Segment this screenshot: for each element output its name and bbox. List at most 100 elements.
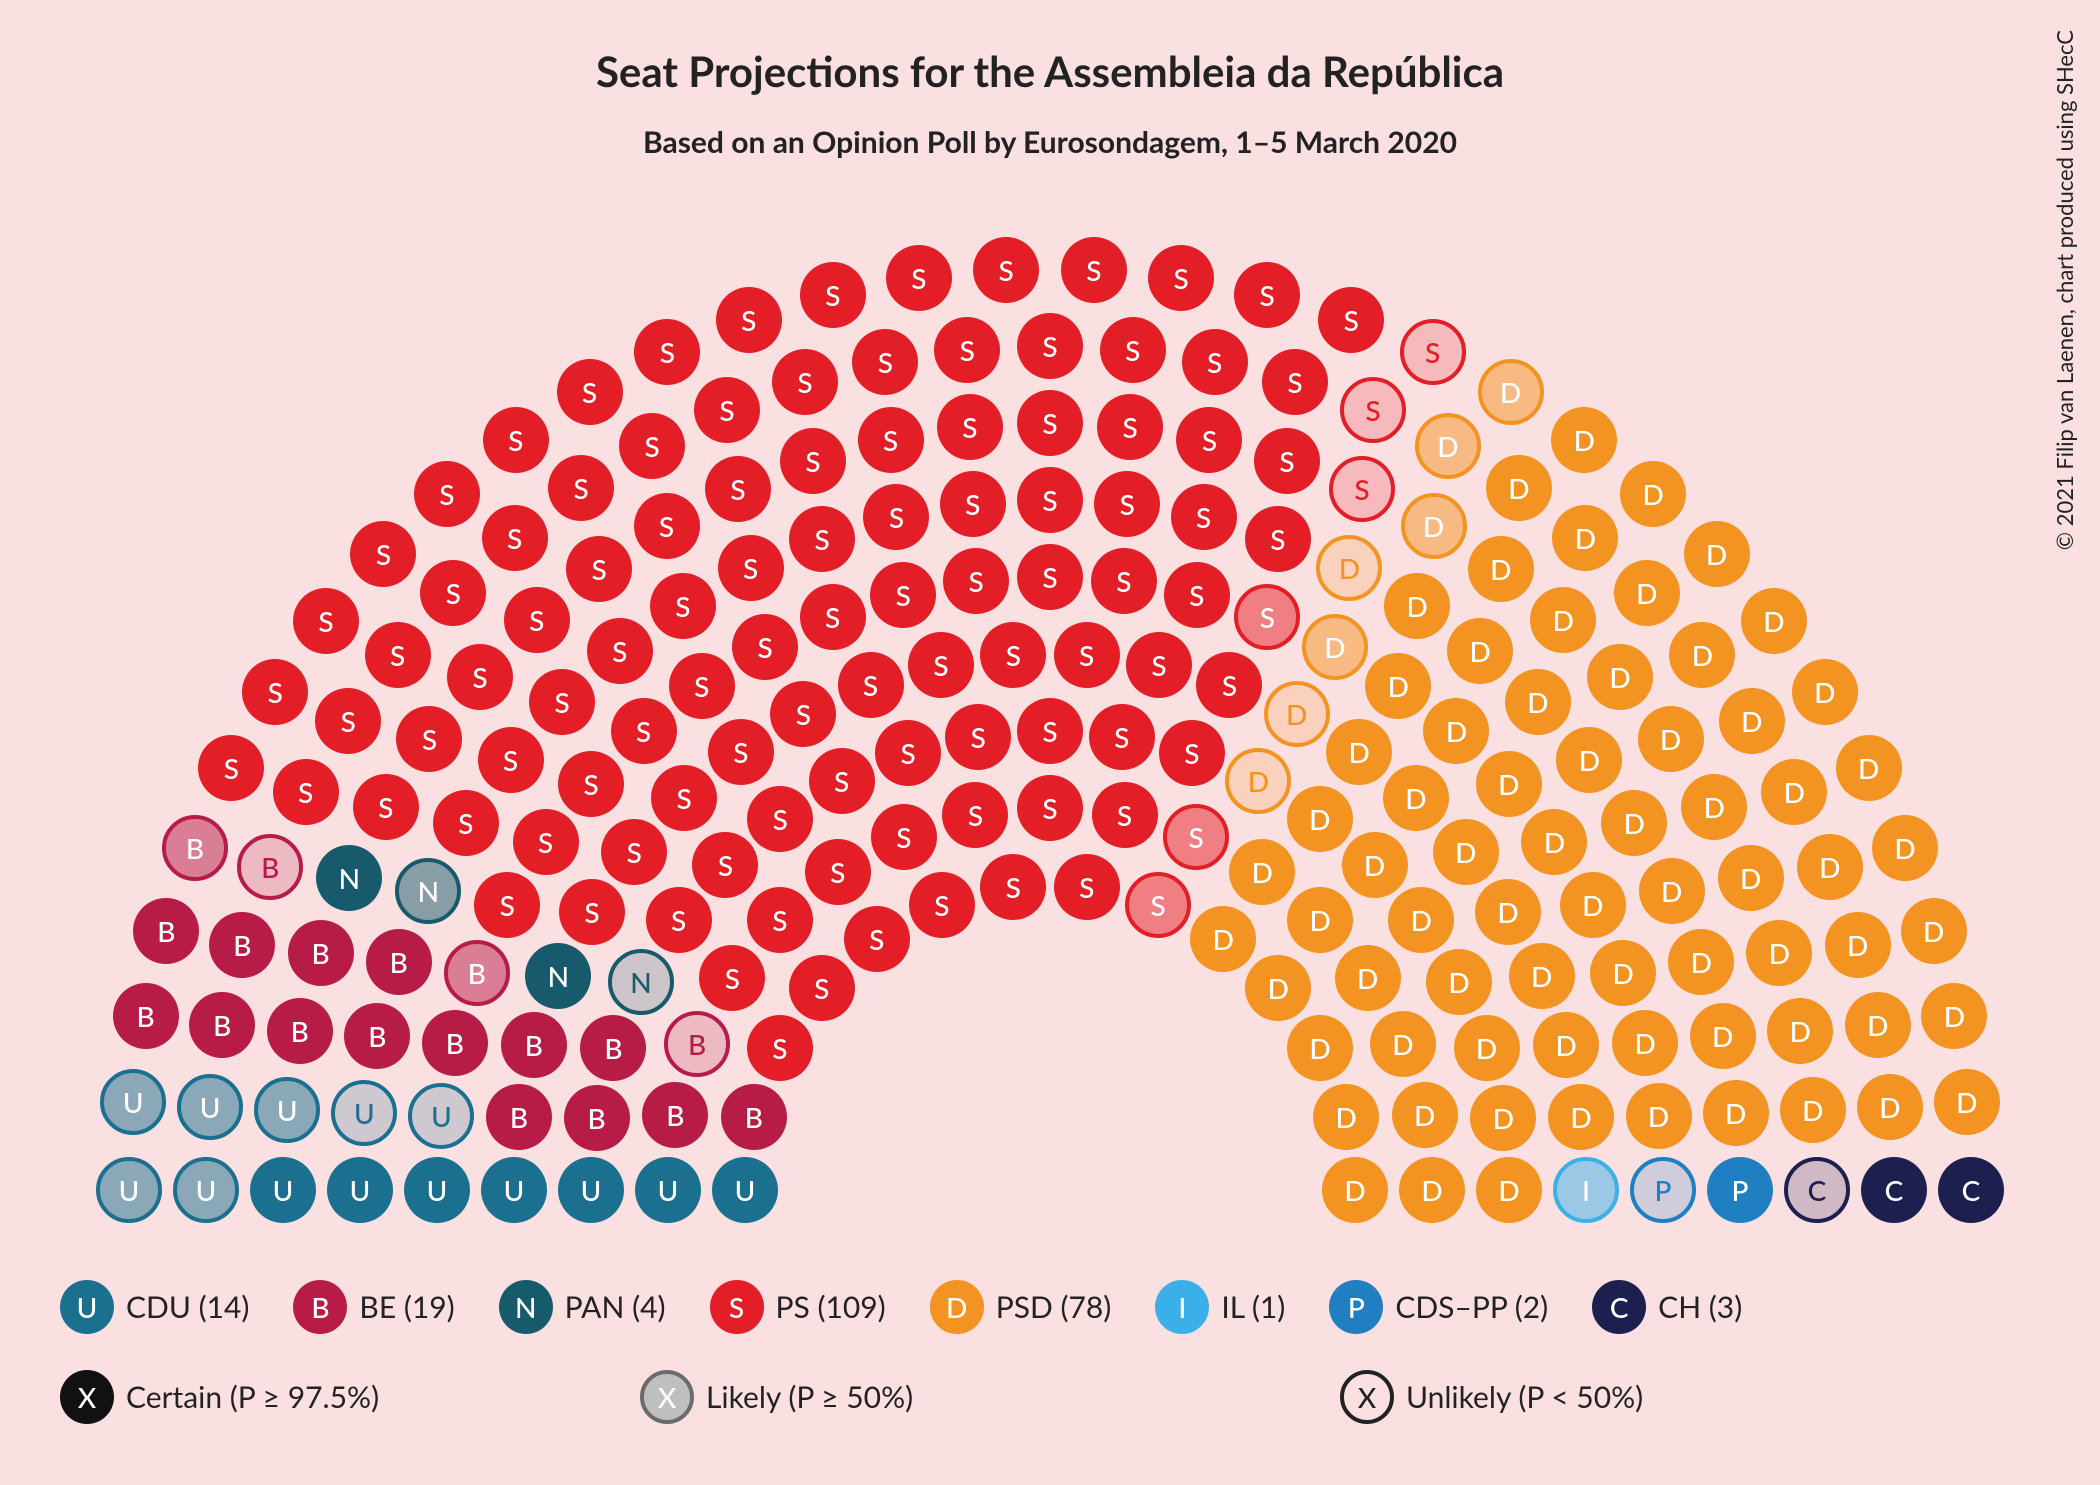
seat-pan: N (608, 949, 674, 1015)
seat-psd: D (1703, 1080, 1769, 1146)
seat-ps: S (646, 887, 712, 953)
seat-psd: D (1845, 992, 1911, 1058)
seat-ps: S (651, 765, 717, 831)
seat-psd: D (1857, 1074, 1923, 1140)
seat-ps: S (770, 681, 836, 747)
seat-psd: D (1836, 735, 1902, 801)
seat-be: B (564, 1085, 630, 1151)
seat-ps: S (1176, 407, 1242, 473)
seat-ps: S (548, 455, 614, 521)
seat-be: B (366, 929, 432, 995)
seat-psd: D (1746, 920, 1812, 986)
legend-swatch-be: B (293, 1280, 347, 1334)
certainty-item-unlikely: XUnlikely (P < 50%) (1340, 1370, 1643, 1424)
seat-ps: S (747, 887, 813, 953)
seat-ps: S (747, 786, 813, 852)
chart-title: Seat Projections for the Assembleia da R… (0, 46, 2100, 96)
legend-swatch-psd: D (930, 1280, 984, 1334)
seat-ps: S (732, 614, 798, 680)
seat-ps: S (800, 262, 866, 328)
legend-item-ps: SPS (109) (710, 1280, 886, 1334)
seat-psd: D (1322, 1157, 1388, 1223)
seat-ps: S (708, 719, 774, 785)
seat-psd: D (1530, 587, 1596, 653)
seat-cds: P (1707, 1157, 1773, 1223)
seat-psd: D (1690, 1003, 1756, 1069)
seat-ps: S (1262, 349, 1328, 415)
seat-psd: D (1639, 858, 1705, 924)
seat-ps: S (365, 622, 431, 688)
seat-psd: D (1287, 887, 1353, 953)
seat-psd: D (1552, 505, 1618, 571)
seat-be: B (209, 912, 275, 978)
seat-ps: S (634, 493, 700, 559)
seat-ps: S (601, 819, 667, 885)
seat-ps: S (1340, 377, 1406, 443)
seat-ps: S (886, 245, 952, 311)
seat-be: B (444, 940, 510, 1006)
seat-psd: D (1551, 407, 1617, 473)
party-legend: UCDU (14)BBE (19)NPAN (4)SPS (109)DPSD (… (60, 1280, 1742, 1334)
seat-ps: S (705, 456, 771, 522)
seat-ps: S (694, 377, 760, 443)
seat-ps: S (1017, 775, 1083, 841)
seat-pan: N (316, 845, 382, 911)
legend-item-ch: CCH (3) (1592, 1280, 1742, 1334)
seat-ps: S (789, 506, 855, 572)
seat-psd: D (1761, 759, 1827, 825)
seat-ps: S (1054, 622, 1120, 688)
seat-ps: S (844, 906, 910, 972)
seat-psd: D (1587, 644, 1653, 710)
seat-ps: S (1125, 872, 1191, 938)
seat-ps: S (1329, 456, 1395, 522)
legend-item-cdu: UCDU (14) (60, 1280, 249, 1334)
seat-ps: S (870, 562, 936, 628)
seat-ps: S (838, 652, 904, 718)
seat-il: I (1553, 1157, 1619, 1223)
seat-ps: S (940, 471, 1006, 537)
legend-item-cds: PCDS–PP (2) (1329, 1280, 1548, 1334)
seat-be: B (237, 834, 303, 900)
seat-ps: S (198, 735, 264, 801)
seat-psd: D (1638, 706, 1704, 772)
seat-ps: S (1400, 319, 1466, 385)
seat-ps: S (747, 1015, 813, 1081)
seat-ps: S (447, 644, 513, 710)
seat-ps: S (482, 505, 548, 571)
seat-ps: S (414, 461, 480, 527)
seat-cdu: U (173, 1157, 239, 1223)
seat-ps: S (1054, 854, 1120, 920)
seat-psd: D (1476, 1157, 1542, 1223)
legend-swatch-ps: S (710, 1280, 764, 1334)
seat-psd: D (1825, 912, 1891, 978)
seat-ps: S (1245, 506, 1311, 572)
seat-be: B (288, 920, 354, 986)
seat-psd: D (1287, 1015, 1353, 1081)
seat-ps: S (716, 287, 782, 353)
seat-ps: S (909, 872, 975, 938)
seat-ps: S (858, 407, 924, 473)
certainty-label-certain: Certain (P ≥ 97.5%) (126, 1379, 379, 1415)
seat-be: B (664, 1011, 730, 1077)
seat-psd: D (1287, 786, 1353, 852)
seat-ps: S (809, 748, 875, 814)
seat-psd: D (1392, 1082, 1458, 1148)
seat-psd: D (1468, 536, 1534, 602)
seat-psd: D (1556, 727, 1622, 793)
seat-ps: S (1091, 548, 1157, 614)
seat-ps: S (1092, 782, 1158, 848)
seat-ps: S (557, 359, 623, 425)
seat-pan: N (395, 858, 461, 924)
seat-ps: S (1163, 804, 1229, 870)
seat-psd: D (1426, 949, 1492, 1015)
seat-cdu: U (250, 1157, 316, 1223)
seat-ps: S (1097, 394, 1163, 460)
seat-psd: D (1614, 560, 1680, 626)
seat-psd: D (1548, 1084, 1614, 1150)
seat-psd: D (1476, 751, 1542, 817)
seat-ps: S (529, 669, 595, 735)
seat-ps: S (780, 428, 846, 494)
seat-ps: S (650, 573, 716, 639)
seat-psd: D (1475, 879, 1541, 945)
legend-swatch-cds: P (1329, 1280, 1383, 1334)
